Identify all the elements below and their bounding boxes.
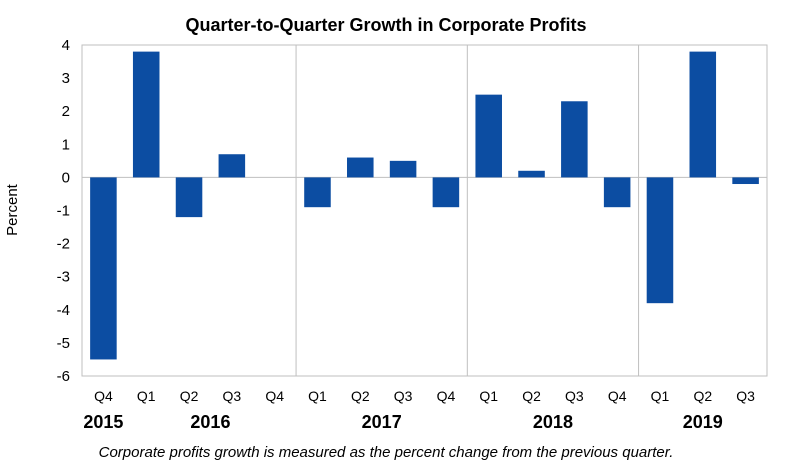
quarter-tick-label: Q3	[223, 388, 242, 404]
bar-series	[90, 51, 759, 360]
y-tick-label: -6	[57, 368, 70, 385]
year-separators	[295, 45, 640, 376]
year-group-label: 2017	[362, 412, 402, 432]
bar	[304, 177, 331, 208]
y-tick-label: 4	[62, 37, 70, 54]
quarter-tick-label: Q4	[437, 388, 456, 404]
y-tick-label: 1	[62, 136, 70, 153]
y-tick-label: -2	[57, 236, 70, 253]
quarter-tick-label: Q4	[265, 388, 284, 404]
year-group-label: 2015	[83, 412, 123, 432]
quarter-tick-label: Q3	[565, 388, 584, 404]
bar	[389, 160, 417, 178]
quarter-labels: Q4 Q1 Q2 Q3 Q4 Q1 Q2 Q3 Q4 Q1 Q2 Q3 Q4 Q1 Q2 Q3	[94, 388, 755, 404]
year-group-label: 2019	[683, 412, 723, 432]
bar	[603, 177, 631, 208]
quarter-tick-label: Q1	[308, 388, 327, 404]
y-tick-label: -1	[57, 203, 70, 220]
y-tick-label: -4	[57, 302, 70, 319]
quarter-tick-label: Q1	[651, 388, 670, 404]
bar	[432, 177, 460, 208]
quarter-tick-label: Q3	[394, 388, 413, 404]
year-group-label: 2016	[190, 412, 230, 432]
y-tick-label: 0	[62, 169, 70, 186]
y-tick-label: -3	[57, 269, 70, 286]
bar	[132, 51, 160, 178]
quarter-tick-label: Q2	[693, 388, 712, 404]
chart-footnote: Corporate profits growth is measured as …	[99, 444, 674, 461]
bar	[218, 154, 246, 178]
bar	[732, 177, 759, 185]
bar	[347, 157, 374, 178]
quarter-tick-label: Q4	[94, 388, 113, 404]
bar	[561, 101, 588, 178]
quarter-tick-label: Q4	[608, 388, 627, 404]
bar	[689, 51, 717, 178]
y-axis-label: Percent	[4, 183, 21, 236]
y-tick-label: 3	[62, 70, 70, 87]
quarter-tick-label: Q2	[351, 388, 370, 404]
quarter-tick-label: Q2	[180, 388, 199, 404]
quarter-tick-label: Q3	[736, 388, 755, 404]
year-labels: 2015 2016 2017 2018 2019	[83, 412, 722, 432]
quarter-tick-label: Q1	[479, 388, 498, 404]
bar	[646, 177, 674, 304]
quarter-tick-label: Q1	[137, 388, 156, 404]
bar	[175, 177, 203, 218]
plot-area-border	[81, 44, 768, 377]
chart-title: Quarter-to-Quarter Growth in Corporate P…	[185, 15, 586, 35]
bar	[90, 177, 117, 360]
y-tick-label: 2	[62, 103, 70, 120]
y-axis-ticks: 4 3 2 1 0 -1 -2 -3 -4 -5 -6	[57, 37, 70, 385]
bar	[518, 170, 545, 178]
year-group-label: 2018	[533, 412, 573, 432]
bar	[475, 94, 502, 178]
y-tick-label: -5	[57, 335, 70, 352]
quarter-tick-label: Q2	[522, 388, 541, 404]
